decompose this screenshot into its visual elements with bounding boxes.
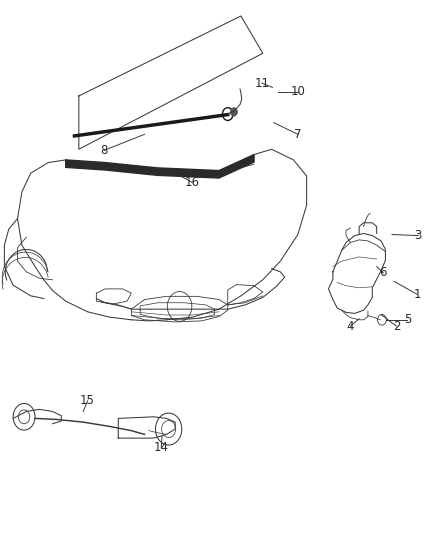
Text: 4: 4 [346, 320, 354, 333]
Text: 16: 16 [184, 176, 199, 189]
Text: 2: 2 [392, 320, 400, 333]
Text: 14: 14 [154, 441, 169, 454]
Text: 15: 15 [80, 394, 95, 407]
Text: 11: 11 [254, 77, 269, 90]
Text: 1: 1 [413, 288, 421, 301]
Text: 6: 6 [379, 266, 387, 279]
Text: 10: 10 [290, 85, 305, 98]
Circle shape [230, 108, 237, 116]
Text: 5: 5 [404, 313, 411, 326]
Text: 3: 3 [415, 229, 422, 242]
Text: 7: 7 [294, 128, 302, 141]
Polygon shape [66, 155, 254, 178]
Text: 8: 8 [101, 144, 108, 157]
